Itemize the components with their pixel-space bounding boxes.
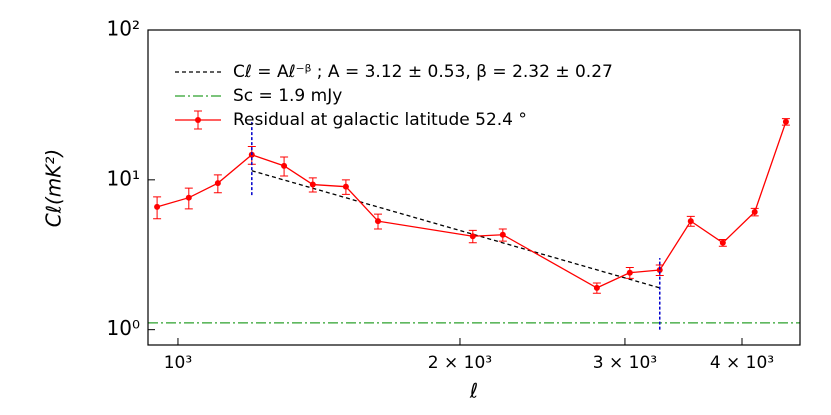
legend-label: Cℓ = Aℓ⁻ᵝ ; A = 3.12 ± 0.53, β = 2.32 ± …: [233, 62, 613, 82]
y-tick-label: 10²: [107, 17, 140, 41]
point: [593, 284, 600, 291]
legend-errbar: [194, 110, 202, 130]
x-axis-label: ℓ: [469, 379, 478, 403]
point: [309, 181, 316, 188]
point: [469, 233, 476, 240]
x-tick-label: 10³: [164, 353, 192, 373]
point: [342, 183, 349, 190]
y-tick-label: 10¹: [107, 166, 140, 190]
y-axis-label: Cℓ(mK²): [42, 149, 66, 227]
point: [782, 118, 789, 125]
legend-label: Residual at galactic latitude 52.4 °: [233, 110, 527, 130]
point: [374, 218, 381, 225]
point: [154, 203, 161, 210]
legend-label: Sc = 1.9 mJy: [233, 86, 342, 106]
x-tick-label: 2 × 10³: [428, 353, 492, 373]
point: [499, 231, 506, 238]
point: [656, 267, 663, 274]
plot-frame: [147, 29, 801, 346]
point: [185, 194, 192, 201]
y-tick-label: 10⁰: [107, 316, 140, 340]
point: [214, 180, 221, 187]
x-tick-label: 3 × 10³: [593, 353, 657, 373]
point: [719, 239, 726, 246]
point: [687, 218, 694, 225]
plot: [148, 118, 800, 330]
x-tick-label: 4 × 10³: [710, 353, 774, 373]
point: [281, 162, 288, 169]
point: [626, 269, 633, 276]
series-line: [251, 170, 660, 289]
point: [751, 208, 758, 215]
